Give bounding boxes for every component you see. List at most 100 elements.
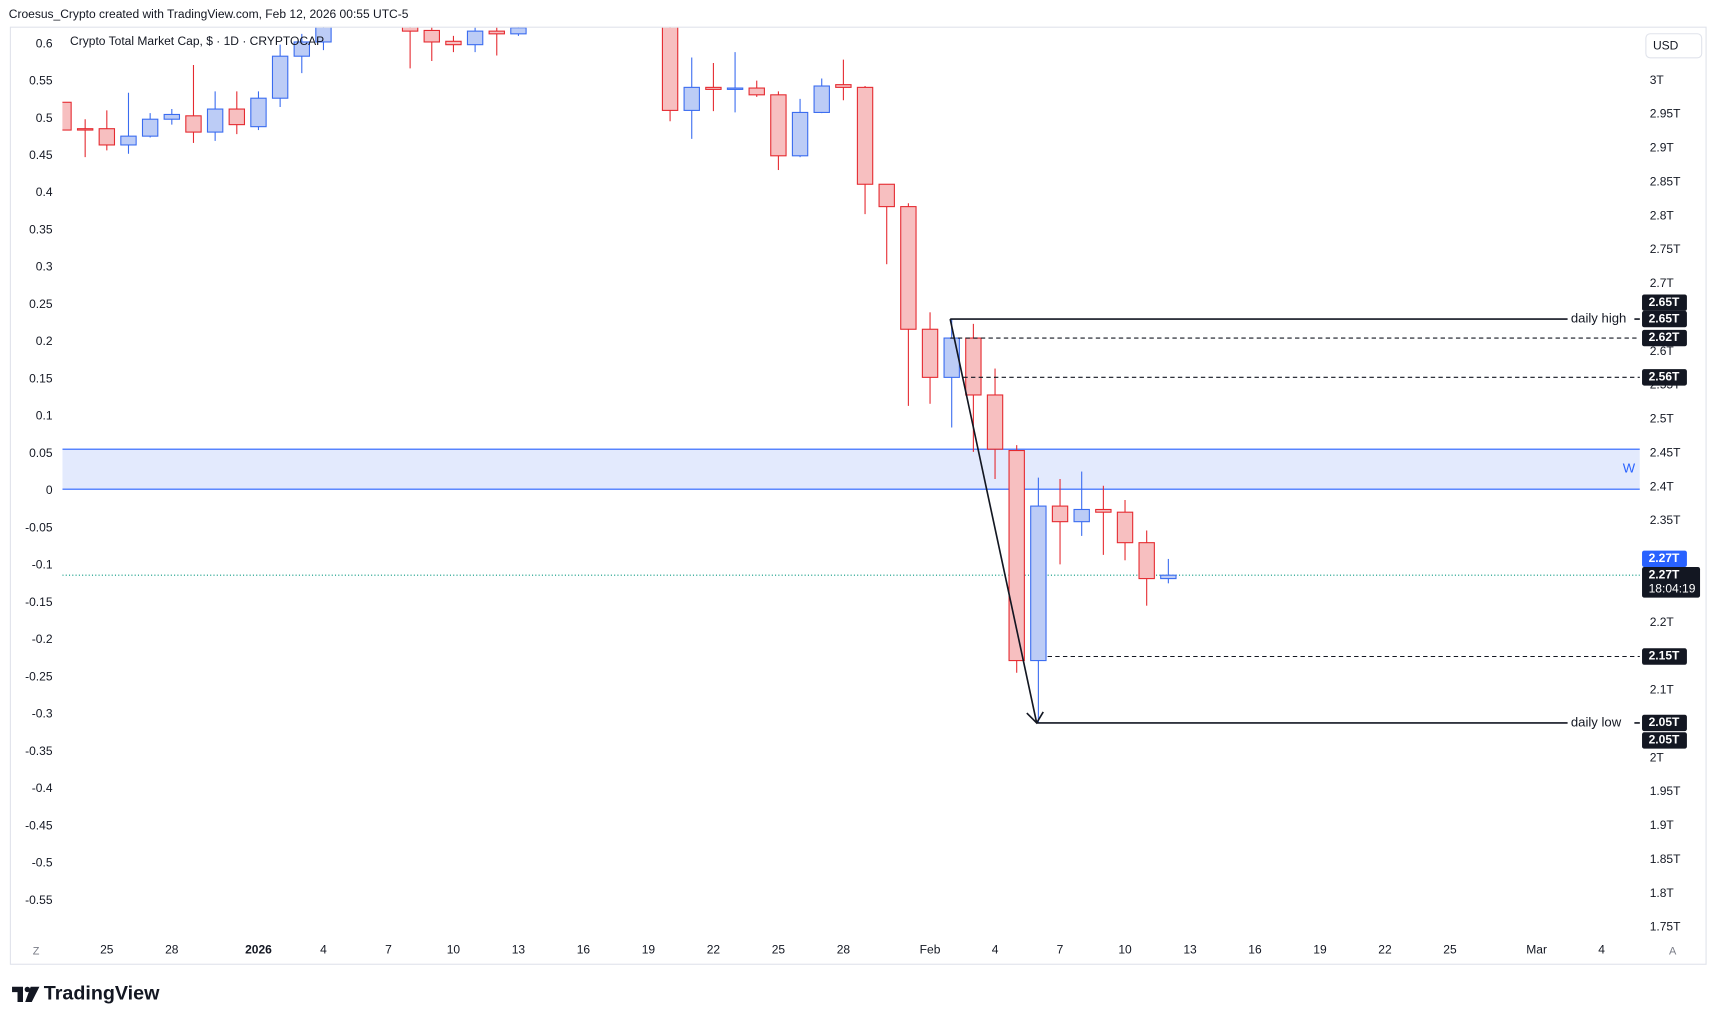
y2-tick-label: 0.3	[36, 260, 53, 274]
price-badge-label: 2.65T	[1649, 295, 1680, 309]
y2-tick-label: -0.55	[25, 893, 53, 907]
x-tick-label: 22	[707, 943, 721, 957]
candle-body	[921, 328, 939, 378]
y-tick-label: 3T	[1650, 73, 1665, 87]
x-tick-label: 10	[1118, 943, 1132, 957]
zoom-button[interactable]: Z	[33, 946, 40, 958]
candle-body	[185, 115, 202, 133]
x-tick-label: 28	[837, 943, 851, 957]
y-tick-label: 2.45T	[1650, 445, 1681, 459]
trend-arrow	[949, 318, 1038, 724]
x-tick-label: 25	[100, 943, 114, 957]
y2-tick-label: 0.6	[36, 36, 53, 50]
y2-tick-label: 0.2	[36, 334, 53, 348]
y-tick-label: 1.75T	[1650, 920, 1681, 934]
x-tick-label: 25	[772, 943, 786, 957]
candle-body	[228, 108, 246, 126]
x-tick-label: 7	[1057, 943, 1064, 957]
candle-body	[466, 30, 484, 46]
x-tick-label: 16	[1248, 943, 1262, 957]
x-tick-label: 7	[385, 943, 392, 957]
level-label: daily high	[1571, 311, 1626, 326]
level-label-bg	[1567, 310, 1635, 328]
overlay: daily high daily low	[949, 310, 1640, 732]
candle-body	[813, 85, 830, 113]
x-tick-label: Feb	[920, 943, 941, 957]
zone	[62, 449, 1640, 490]
price-badge	[1642, 294, 1687, 311]
candle-body	[943, 337, 960, 378]
candle-body	[965, 337, 982, 396]
y2-tick-label: -0.15	[25, 595, 53, 609]
x-tick-label: Mar	[1526, 943, 1547, 957]
y-tick-label: 2.1T	[1650, 683, 1675, 697]
chart-title: Crypto Total Market Cap, $ · 1D · CRYPTO…	[70, 34, 324, 48]
candle-body	[1138, 542, 1155, 580]
candle-body	[791, 111, 809, 157]
level-label: daily low	[1571, 714, 1622, 729]
x-tick-label: 10	[447, 943, 461, 957]
y2-tick-label: -0.05	[25, 520, 53, 534]
x-tick-label: 25	[1443, 943, 1457, 957]
y2-tick-label: -0.45	[25, 818, 53, 832]
candle-body	[770, 94, 787, 157]
candle-body	[683, 86, 700, 111]
x-tick-label: 22	[1378, 943, 1392, 957]
price-badge-label: 2.56T	[1649, 370, 1680, 384]
x-tick-label: 19	[642, 943, 656, 957]
y2-tick-label: 0.55	[29, 74, 53, 88]
zone-label: W	[1623, 461, 1636, 476]
candle-body	[900, 206, 917, 330]
x-tick-label: 4	[1598, 943, 1605, 957]
y2-tick-label: 0.15	[29, 371, 53, 385]
y2-tick-label: 0.05	[29, 446, 53, 460]
price-badge-label: 2.62T	[1649, 330, 1680, 344]
y2-tick-label: 0.1	[36, 409, 53, 423]
x-tick-label: 4	[320, 943, 327, 957]
price-badge	[1642, 732, 1687, 749]
candle-body	[856, 86, 874, 185]
y-tick-label: 1.8T	[1650, 886, 1675, 900]
price-badge-label: 2.65T	[1649, 311, 1680, 325]
y-tick-label: 2.8T	[1650, 208, 1675, 222]
y2-tick-label: 0.35	[29, 223, 53, 237]
price-badge	[1642, 648, 1687, 665]
y2-tick-label: -0.25	[25, 669, 53, 683]
y-tick-label: 2.9T	[1650, 141, 1675, 155]
y2-tick-label: 0.45	[29, 148, 53, 162]
y2-tick-label: 0.25	[29, 297, 53, 311]
y-tick-label: 1.9T	[1650, 818, 1675, 832]
y-tick-label: 2.7T	[1650, 276, 1675, 290]
y-tick-label: 2.4T	[1650, 479, 1675, 493]
candle-body	[748, 87, 765, 96]
y-tick-label: 2.6T	[1650, 344, 1675, 358]
currency-button[interactable]	[1645, 33, 1703, 59]
price-badge-label: 2.15T	[1649, 649, 1680, 663]
candle-body	[510, 27, 527, 35]
price-badge-label: 2.27T	[1649, 551, 1680, 565]
candle-body	[1073, 508, 1090, 523]
candle-body	[835, 84, 852, 88]
plot-area: W	[62, 27, 1640, 723]
candle-body	[163, 113, 181, 120]
auto-scale-button[interactable]: A	[1669, 946, 1677, 958]
x-tick-label: 16	[577, 943, 591, 957]
candle-body	[120, 135, 137, 146]
price-badge	[1642, 566, 1701, 598]
candle-body	[271, 55, 289, 99]
y-tick-label: 1.85T	[1650, 852, 1681, 866]
y-tick-label: 2.35T	[1650, 513, 1681, 527]
price-badge-label: 2.05T	[1649, 733, 1680, 747]
y-tick-label: 2.75T	[1650, 242, 1681, 256]
price-badge	[1642, 329, 1687, 347]
x-tick-label: 28	[165, 943, 179, 957]
price-badge-label: 2.27T	[1649, 567, 1680, 581]
x-tick-label: 13	[512, 943, 526, 957]
y2-tick-label: -0.5	[32, 856, 53, 870]
price-badge	[1642, 310, 1687, 328]
candle-body	[62, 101, 72, 131]
